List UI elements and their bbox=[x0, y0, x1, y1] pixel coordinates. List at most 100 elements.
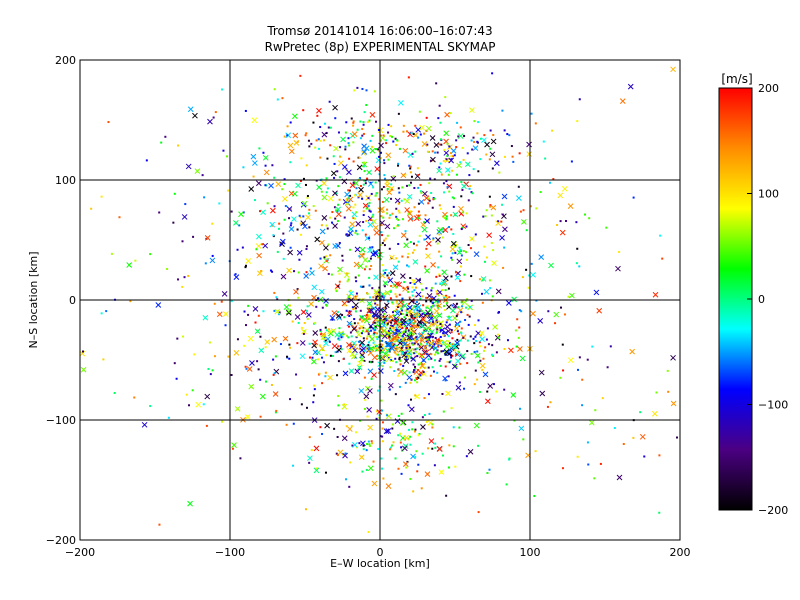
scatter-point-dot bbox=[377, 324, 380, 327]
scatter-point-dot bbox=[478, 390, 481, 393]
scatter-point-cross bbox=[427, 306, 433, 313]
scatter-point-dot bbox=[436, 371, 439, 374]
scatter-point-dot bbox=[425, 420, 428, 423]
scatter-point-dot bbox=[275, 409, 278, 412]
scatter-point-dot bbox=[338, 272, 341, 275]
scatter-point-dot bbox=[411, 342, 414, 345]
scatter-point-dot bbox=[342, 333, 345, 336]
scatter-point-dot bbox=[404, 173, 407, 176]
scatter-point-dot bbox=[439, 282, 442, 285]
scatter-point-cross bbox=[346, 426, 353, 432]
scatter-point-dot bbox=[389, 214, 392, 217]
scatter-point-dot bbox=[333, 162, 336, 165]
scatter-point-dot bbox=[365, 468, 368, 471]
scatter-point-dot bbox=[321, 356, 324, 359]
scatter-point-cross bbox=[262, 154, 269, 161]
scatter-point-dot bbox=[459, 280, 462, 283]
scatter-point-dot bbox=[394, 343, 397, 346]
scatter-point-dot bbox=[324, 471, 327, 474]
scatter-point-dot bbox=[375, 332, 378, 335]
scatter-point-dot bbox=[458, 246, 461, 249]
scatter-point-dot bbox=[365, 89, 368, 92]
scatter-point-dot bbox=[388, 341, 391, 344]
scatter-point-dot bbox=[390, 183, 393, 186]
scatter-point-dot bbox=[383, 321, 386, 324]
scatter-point-dot bbox=[460, 228, 463, 231]
scatter-point-dot bbox=[340, 336, 343, 339]
scatter-point-dot bbox=[282, 232, 285, 235]
scatter-point-cross bbox=[405, 321, 412, 328]
scatter-point-cross bbox=[404, 207, 411, 213]
scatter-point-dot bbox=[448, 323, 451, 326]
scatter-point-dot bbox=[252, 175, 255, 178]
scatter-point-cross bbox=[616, 474, 623, 481]
scatter-point-dot bbox=[395, 361, 398, 364]
scatter-point-dot bbox=[407, 76, 410, 79]
scatter-point-dot bbox=[436, 242, 439, 245]
scatter-point-dot bbox=[327, 243, 330, 246]
scatter-point-dot bbox=[383, 361, 386, 364]
scatter-point-cross bbox=[332, 104, 338, 111]
scatter-point-cross bbox=[373, 312, 379, 318]
scatter-point-dot bbox=[243, 344, 246, 347]
scatter-point-dot bbox=[457, 342, 460, 345]
scatter-point-dot bbox=[312, 394, 315, 397]
scatter-point-cross bbox=[321, 180, 327, 187]
scatter-point-dot bbox=[401, 297, 404, 300]
scatter-point-dot bbox=[361, 87, 364, 90]
scatter-point-dot bbox=[411, 152, 414, 155]
scatter-point-dot bbox=[382, 335, 385, 338]
scatter-point-dot bbox=[535, 299, 538, 302]
scatter-point-dot bbox=[364, 319, 367, 322]
scatter-point-dot bbox=[491, 295, 494, 298]
scatter-point-dot bbox=[601, 397, 604, 400]
scatter-point-dot bbox=[594, 409, 597, 412]
scatter-point-dot bbox=[431, 206, 434, 209]
scatter-point-dot bbox=[430, 353, 433, 356]
scatter-point-dot bbox=[485, 153, 488, 156]
scatter-point-dot bbox=[100, 195, 103, 198]
scatter-point-dot bbox=[375, 120, 378, 123]
scatter-point-cross bbox=[420, 424, 426, 430]
scatter-point-dot bbox=[376, 335, 379, 338]
scatter-point-dot bbox=[438, 233, 441, 236]
scatter-point-dot bbox=[465, 455, 468, 458]
scatter-point-dot bbox=[422, 371, 425, 374]
scatter-point-dot bbox=[437, 294, 440, 297]
scatter-point-dot bbox=[445, 321, 448, 324]
scatter-point-dot bbox=[368, 335, 371, 338]
scatter-point-dot bbox=[413, 289, 416, 292]
scatter-point-cross bbox=[359, 246, 366, 253]
scatter-point-dot bbox=[325, 260, 328, 263]
scatter-point-dot bbox=[333, 427, 336, 430]
scatter-point-dot bbox=[326, 157, 329, 160]
scatter-point-cross bbox=[299, 340, 306, 346]
scatter-point-dot bbox=[339, 345, 342, 348]
scatter-point-cross bbox=[300, 220, 307, 227]
scatter-point-dot bbox=[204, 262, 207, 265]
scatter-point-dot bbox=[275, 296, 278, 299]
scatter-point-dot bbox=[348, 362, 351, 365]
scatter-point-dot bbox=[315, 305, 318, 308]
scatter-point-dot bbox=[366, 335, 369, 338]
scatter-point-dot bbox=[581, 378, 584, 381]
scatter-point-dot bbox=[377, 294, 380, 297]
scatter-point-dot bbox=[273, 372, 276, 375]
scatter-point-dot bbox=[367, 205, 370, 208]
scatter-point-cross bbox=[407, 216, 414, 222]
colorbar-tick-label: 100 bbox=[758, 188, 779, 201]
scatter-point-dot bbox=[371, 145, 374, 148]
scatter-point-dot bbox=[385, 322, 388, 325]
scatter-point-dot bbox=[489, 287, 492, 290]
scatter-point-dot bbox=[458, 426, 461, 429]
scatter-point-dot bbox=[318, 147, 321, 150]
scatter-point-dot bbox=[315, 139, 318, 142]
scatter-point-dot bbox=[371, 360, 374, 363]
scatter-point-dot bbox=[377, 291, 380, 294]
scatter-point-dot bbox=[448, 226, 451, 229]
scatter-point-dot bbox=[409, 276, 412, 279]
scatter-point-dot bbox=[383, 159, 386, 162]
scatter-point-cross bbox=[442, 375, 448, 382]
scatter-point-cross bbox=[288, 148, 295, 155]
scatter-point-cross bbox=[251, 117, 258, 124]
